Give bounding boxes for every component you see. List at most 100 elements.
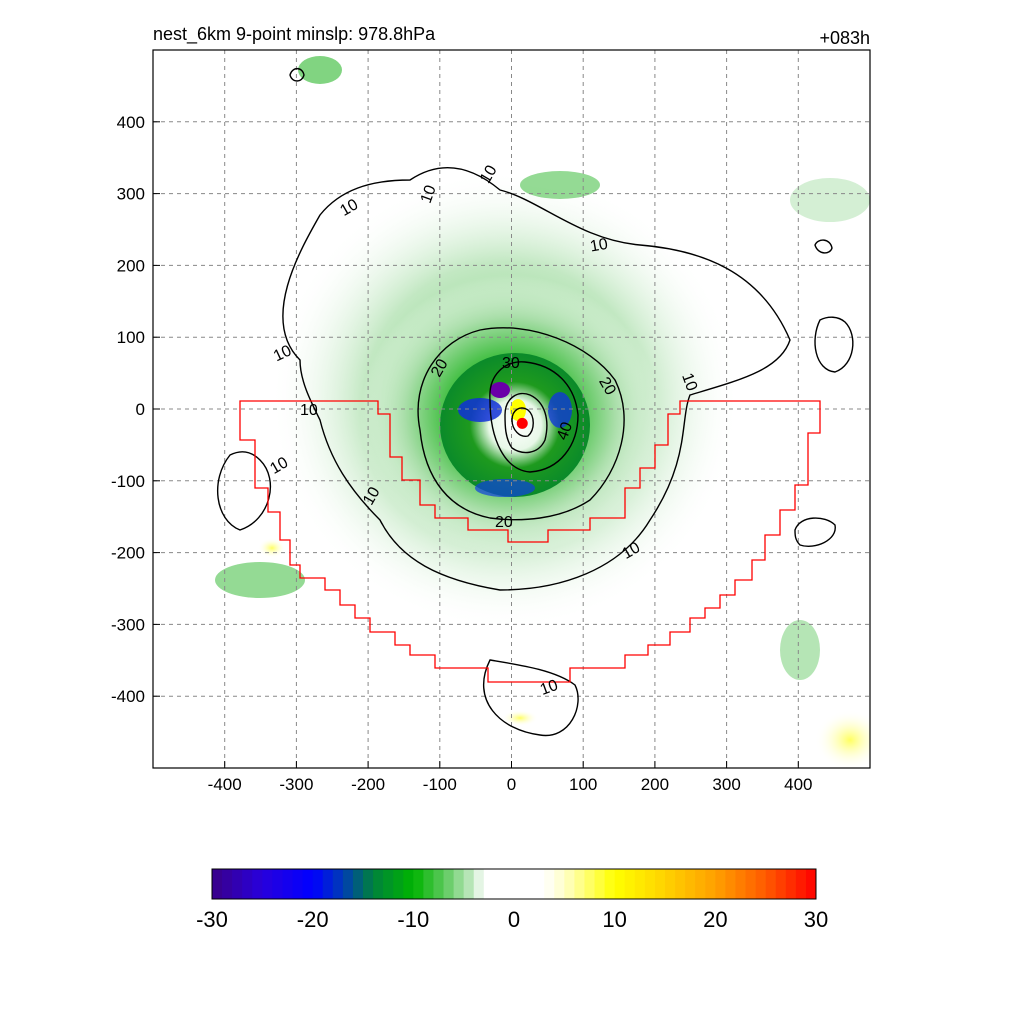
y-tick-label: 100: [117, 328, 145, 347]
contour-label-10-c: 10: [477, 162, 501, 186]
contour-inner: [511, 407, 534, 437]
colorbar-tick-label: 30: [804, 907, 828, 932]
colorbar-swatch: [745, 869, 757, 899]
colorbar-swatch: [795, 869, 807, 899]
colorbar-swatch: [644, 869, 656, 899]
y-tick-label: 0: [136, 400, 145, 419]
y-tick-label: 200: [117, 256, 145, 275]
colorbar-swatch: [212, 869, 223, 899]
yellow-core: [510, 399, 526, 421]
green-patch-nw: [298, 56, 342, 84]
contour-lines: [216, 67, 854, 737]
contour-label-10-d: 10: [589, 236, 610, 256]
x-tick-label: 300: [712, 775, 740, 794]
colorbar-swatch: [675, 869, 686, 899]
forecast-hour-label: +083h: [819, 28, 870, 48]
contour-30: [489, 361, 579, 473]
colorbar-swatch: [755, 869, 767, 899]
colorbar-swatch: [614, 869, 626, 899]
x-tick-label: -200: [351, 775, 385, 794]
contour-label-10-b: 10: [418, 183, 440, 206]
blue-band-south: [475, 479, 535, 497]
colorbar-swatch: [584, 869, 596, 899]
contour-small-se: [794, 517, 836, 547]
colorbar-tick-label: -10: [397, 907, 429, 932]
colorbar-swatch: [725, 869, 736, 899]
colorbar-tick-label: 20: [703, 907, 727, 932]
colorbar-swatch: [805, 869, 817, 899]
contour-label-10-f: 10: [300, 402, 318, 419]
eyewall-shading: [440, 353, 590, 497]
colorbar-swatch: [453, 869, 465, 899]
contour-10-south: [483, 659, 579, 737]
colorbar-swatch: [342, 869, 354, 899]
colorbar-swatch: [393, 869, 404, 899]
colorbar-swatch: [413, 869, 424, 899]
colorbar-swatch: [715, 869, 726, 899]
contour-label-20-a: 20: [428, 356, 452, 380]
colorbar-swatch: [312, 869, 324, 899]
colorbar-swatch: [473, 869, 485, 899]
colorbar-swatch: [403, 869, 414, 899]
colorbar-swatch: [574, 869, 585, 899]
colorbar-frame: [211, 868, 817, 900]
y-axis: -400 -300 -200 -100 0 100 200 300 400: [111, 113, 160, 706]
colorbar-swatch: [433, 869, 445, 899]
colorbar-swatch: [443, 869, 455, 899]
x-tick-label: -400: [208, 775, 242, 794]
colorbar-swatch: [322, 869, 334, 899]
contour-10-outer: [282, 167, 791, 591]
colorbar-swatch: [634, 869, 646, 899]
colorbar-swatch: [775, 869, 787, 899]
x-tick-label: -300: [279, 775, 313, 794]
y-tick-label: -100: [111, 472, 145, 491]
colorbar-tick-label: -20: [297, 907, 329, 932]
colorbar-swatch: [524, 869, 535, 899]
x-tick-label: 0: [507, 775, 516, 794]
contour-label-10-a: 10: [337, 196, 361, 220]
colorbar-tick-label: -30: [196, 907, 228, 932]
colorbar: [211, 868, 817, 900]
colorbar-tick-labels: -30 -20 -10 0 10 20 30: [196, 907, 828, 932]
colorbar-swatch: [262, 869, 273, 899]
x-tick-label: 400: [784, 775, 812, 794]
colorbar-swatch: [423, 869, 434, 899]
blue-band-northwest: [458, 398, 502, 422]
contour-10-west: [216, 451, 272, 531]
contour-20: [417, 327, 625, 521]
contour-40: [504, 392, 548, 454]
colorbar-swatch: [383, 869, 394, 899]
track-boundary-line: [239, 400, 821, 683]
colorbar-swatch: [373, 869, 384, 899]
green-patch-west: [215, 562, 305, 598]
contour-label-10-k: 10: [678, 371, 700, 394]
x-tick-label: 100: [569, 775, 597, 794]
yellow-patch-west: [258, 538, 286, 558]
colorbar-swatch: [665, 869, 676, 899]
contour-labels: 10 10 10 10 10 10 10 10 10 20 20 20 30 4…: [267, 162, 700, 698]
colorbar-tick-label: 0: [508, 907, 520, 932]
colorbar-swatch: [302, 869, 314, 899]
contour-label-30: 30: [502, 355, 520, 372]
contour-label-20-b: 20: [595, 374, 619, 398]
purple-core: [490, 382, 510, 398]
yellow-patch-se: [815, 710, 870, 768]
shaded-field: [153, 50, 870, 768]
storm-center-marker: [516, 417, 528, 429]
colorbar-tick-label: 10: [602, 907, 626, 932]
contour-label-10-j: 10: [619, 539, 643, 563]
green-patch-north: [520, 171, 600, 199]
colorbar-swatch: [604, 869, 616, 899]
contour-10-east: [814, 316, 854, 373]
y-tick-label: 300: [117, 185, 145, 204]
colorbar-swatch: [242, 869, 253, 899]
blue-band-east: [548, 392, 572, 428]
colorbar-swatch: [785, 869, 797, 899]
y-tick-label: -400: [111, 687, 145, 706]
colorbar-swatch: [363, 869, 374, 899]
x-tick-label: 200: [641, 775, 669, 794]
contour-small-n: [289, 67, 305, 82]
contour-label-10-g: 10: [267, 454, 291, 478]
green-patch-ne: [790, 178, 870, 222]
colorbar-swatch: [503, 869, 515, 899]
